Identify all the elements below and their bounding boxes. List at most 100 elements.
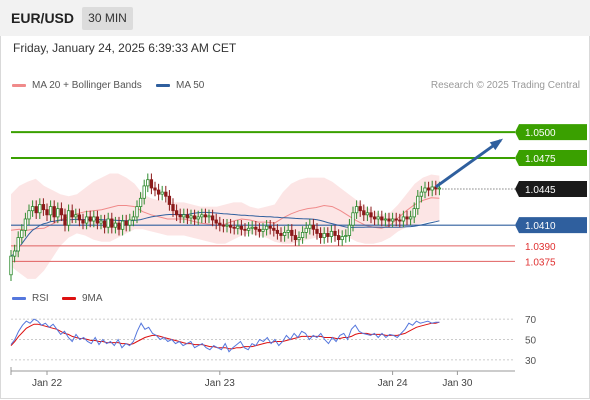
rsi-tick-50: 50 bbox=[525, 336, 537, 347]
candle-body bbox=[416, 195, 420, 210]
x-tick-label: Jan 23 bbox=[205, 378, 235, 389]
candle-body bbox=[38, 204, 42, 214]
indicator-lines-layer bbox=[10, 197, 440, 257]
ma50-label: MA 50 bbox=[176, 80, 205, 91]
candle-body bbox=[9, 255, 13, 276]
candle-body bbox=[369, 212, 373, 218]
candle-body bbox=[254, 226, 258, 230]
candle-body bbox=[308, 224, 312, 229]
candle-body bbox=[246, 227, 251, 231]
candle-body bbox=[167, 195, 172, 205]
candle-body bbox=[178, 214, 182, 218]
candle-body bbox=[250, 226, 254, 229]
bollinger-band bbox=[11, 173, 440, 279]
candle-body bbox=[264, 225, 269, 230]
candle-body bbox=[153, 187, 157, 191]
candle-body bbox=[70, 210, 74, 218]
candle-body bbox=[372, 216, 377, 220]
candle-body bbox=[419, 191, 424, 197]
level-label-1.0500: 1.0500 bbox=[525, 128, 556, 139]
candle-body bbox=[203, 214, 208, 218]
candle-body bbox=[59, 208, 64, 216]
level-tag-1.0500 bbox=[515, 124, 587, 141]
level-tag-1.0410 bbox=[515, 217, 587, 234]
candle-body bbox=[149, 179, 154, 189]
candle-body bbox=[293, 235, 298, 241]
candle-body bbox=[106, 218, 110, 228]
level-label-1.0390: 1.0390 bbox=[525, 242, 556, 253]
legend-ma9: 9MA bbox=[62, 293, 103, 304]
candle-body bbox=[164, 191, 168, 197]
level-label-1.0445: 1.0445 bbox=[525, 185, 556, 196]
candle-body bbox=[290, 229, 294, 236]
candle-body bbox=[218, 222, 222, 226]
candle-body bbox=[131, 216, 136, 221]
candle-body bbox=[362, 210, 366, 216]
candle-body bbox=[174, 210, 179, 216]
candle-body bbox=[315, 228, 319, 234]
timeframe-button[interactable]: 30 MIN bbox=[82, 7, 133, 30]
candle-body bbox=[66, 210, 71, 226]
x-axis: Jan 22 Jan 23 Jan 24 Jan 30 bbox=[10, 367, 515, 389]
ma20-line bbox=[10, 197, 440, 231]
ma50-line bbox=[10, 211, 440, 257]
candle-body bbox=[182, 214, 186, 218]
candle-body bbox=[95, 216, 100, 224]
candle-body bbox=[110, 218, 114, 228]
bollinger-band-layer bbox=[11, 173, 440, 279]
candle-body bbox=[354, 206, 359, 214]
candle-body bbox=[171, 204, 175, 212]
candle-body bbox=[41, 204, 46, 211]
candle-body bbox=[52, 206, 56, 218]
candle-body bbox=[27, 210, 31, 220]
candle-body bbox=[56, 208, 60, 218]
candle-body bbox=[336, 235, 341, 241]
candle-body bbox=[102, 220, 107, 228]
forecast-arrow bbox=[434, 139, 502, 189]
candle-body bbox=[156, 189, 161, 195]
level-label-1.0410: 1.0410 bbox=[525, 221, 556, 232]
candle-body bbox=[81, 219, 85, 224]
level-tag-1.0445 bbox=[515, 181, 587, 197]
candle-body bbox=[48, 206, 53, 216]
candle-body bbox=[210, 215, 215, 221]
candle-body bbox=[430, 186, 434, 191]
candle-body bbox=[196, 216, 200, 220]
candle-body bbox=[243, 228, 247, 231]
candle-body bbox=[207, 215, 211, 218]
candle-body bbox=[268, 225, 272, 229]
candle-body bbox=[84, 216, 89, 224]
candle-body bbox=[113, 222, 118, 228]
header-bar: EUR/USD 30 MIN bbox=[0, 0, 590, 36]
candle-body bbox=[275, 229, 280, 234]
candle-body bbox=[128, 219, 132, 226]
rsi-line bbox=[10, 318, 440, 353]
x-tick-label: Jan 30 bbox=[442, 378, 472, 389]
candle-body bbox=[383, 218, 388, 221]
candle-body bbox=[138, 197, 143, 207]
candle-body bbox=[200, 214, 204, 218]
candle-body bbox=[365, 212, 370, 216]
candle-body bbox=[34, 206, 38, 214]
candle-body bbox=[214, 219, 218, 224]
candle-body bbox=[376, 216, 380, 220]
ma20-swatch bbox=[12, 84, 26, 87]
candle-body bbox=[146, 179, 150, 187]
candle-body bbox=[30, 206, 35, 212]
level-tag-1.0475 bbox=[515, 150, 587, 166]
candle-body bbox=[232, 226, 236, 229]
rsi-tick-70: 70 bbox=[525, 315, 537, 326]
forecast-arrowhead bbox=[489, 138, 504, 151]
rsi-tick-30: 30 bbox=[525, 356, 537, 367]
rsi-label: RSI bbox=[32, 293, 49, 304]
candles-layer bbox=[9, 173, 442, 281]
candle-body bbox=[380, 216, 384, 221]
candle-body bbox=[142, 185, 146, 199]
credit-text: Research © 2025 Trading Central bbox=[430, 80, 580, 91]
candle-body bbox=[304, 227, 308, 233]
candle-body bbox=[347, 224, 352, 236]
ma20-label: MA 20 + Bollinger Bands bbox=[32, 80, 142, 91]
candle-body bbox=[239, 225, 244, 230]
candle-body bbox=[236, 225, 240, 229]
